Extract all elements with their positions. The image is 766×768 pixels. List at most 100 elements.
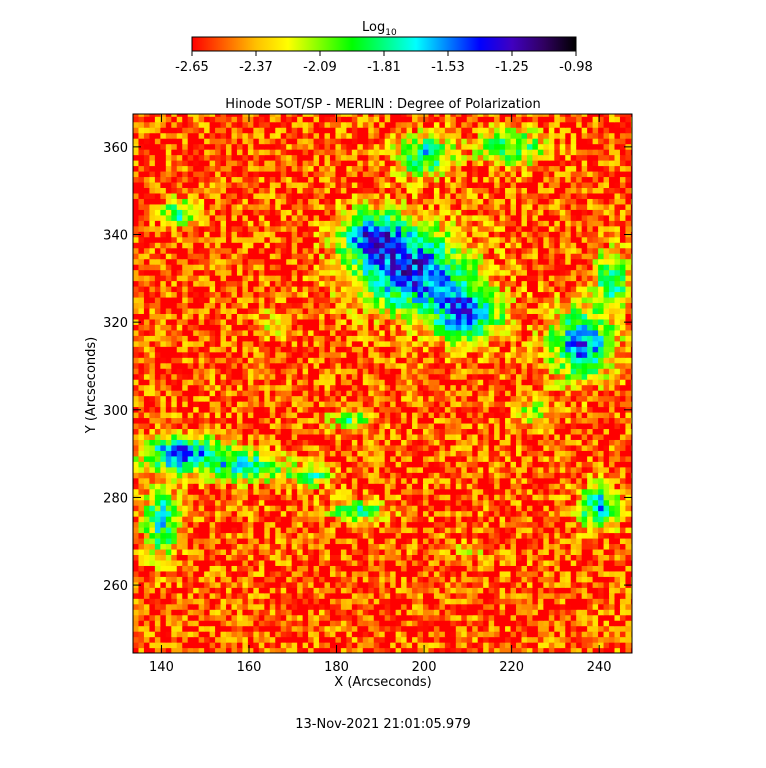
heatmap-cell (154, 477, 161, 484)
heatmap-cell (587, 499, 594, 506)
heatmap-cell (220, 603, 227, 610)
heatmap-cell (329, 384, 337, 391)
heatmap-cell (439, 428, 446, 435)
heatmap-cell (422, 587, 430, 594)
heatmap-cell (297, 631, 304, 638)
heatmap-cell (302, 642, 309, 649)
heatmap-cell (258, 428, 265, 435)
heatmap-cell (565, 488, 572, 495)
heatmap-cell (308, 461, 315, 468)
heatmap-cell (477, 444, 484, 451)
heatmap-cell (335, 483, 342, 490)
heatmap-cell (587, 379, 594, 386)
heatmap-cell (242, 581, 249, 588)
heatmap-cell (565, 466, 572, 473)
heatmap-cell (242, 554, 249, 561)
heatmap-cell (505, 532, 512, 539)
heatmap-cell (466, 565, 473, 572)
heatmap-cell (543, 647, 550, 653)
heatmap-cell (379, 548, 386, 555)
heatmap-cell (138, 609, 145, 616)
heatmap-cell (280, 428, 287, 435)
heatmap-cell (395, 406, 402, 413)
heatmap-cell (543, 384, 550, 391)
heatmap-cell (537, 592, 544, 599)
heatmap-cell (242, 614, 249, 621)
heatmap-cell (526, 603, 534, 610)
heatmap-cell (619, 537, 627, 545)
heatmap-cell (598, 455, 605, 462)
heatmap-cell (269, 494, 276, 501)
heatmap-cell (548, 620, 555, 627)
heatmap-cell (286, 384, 293, 391)
heatmap-cell (308, 444, 315, 451)
heatmap-cell (133, 527, 140, 534)
heatmap-cell (329, 428, 337, 435)
heatmap-cell (543, 537, 550, 545)
heatmap-cell (209, 373, 216, 380)
heatmap-cell (521, 411, 528, 419)
heatmap-cell (346, 494, 353, 501)
heatmap-cell (384, 559, 391, 566)
heatmap-cell (187, 625, 194, 632)
heatmap-cell (302, 472, 309, 479)
heatmap-cell (390, 461, 397, 468)
heatmap-cell (603, 384, 610, 391)
heatmap-cell (603, 576, 610, 583)
heatmap-cell (357, 570, 364, 577)
heatmap-cell (466, 461, 473, 468)
heatmap-cell (357, 390, 364, 397)
heatmap-cell (422, 450, 430, 457)
heatmap-cell (308, 565, 315, 572)
heatmap-cell (444, 401, 451, 408)
heatmap-cell (215, 559, 222, 566)
heatmap-cell (554, 477, 561, 484)
heatmap-cell (308, 521, 315, 528)
heatmap-cell (548, 499, 555, 506)
heatmap-cell (253, 461, 260, 468)
heatmap-cell (422, 428, 430, 435)
heatmap-cell (488, 527, 495, 534)
heatmap-cell (630, 548, 632, 555)
heatmap-cell (182, 609, 189, 616)
heatmap-cell (526, 433, 534, 440)
heatmap-cell (149, 461, 156, 468)
heatmap-cell (461, 439, 468, 446)
heatmap-cell (143, 543, 151, 550)
heatmap-cell (505, 631, 512, 638)
heatmap-cell (160, 433, 167, 440)
heatmap-cell (215, 455, 222, 462)
heatmap-cell (587, 384, 594, 391)
heatmap-cell (384, 379, 391, 386)
heatmap-cell (494, 444, 501, 451)
heatmap-cell (559, 614, 566, 621)
heatmap-cell (236, 417, 244, 424)
heatmap-cell (390, 592, 397, 599)
heatmap-cell (401, 395, 408, 402)
heatmap-cell (258, 527, 265, 534)
heatmap-cell (247, 543, 254, 550)
heatmap-cell (362, 455, 369, 462)
heatmap-cell (226, 554, 233, 561)
heatmap-cell (149, 614, 156, 621)
heatmap-cell (516, 499, 523, 506)
heatmap-cell (286, 362, 293, 369)
heatmap-cell (247, 532, 254, 539)
heatmap-cell (619, 576, 627, 583)
heatmap-cell (581, 576, 588, 583)
heatmap-cell (455, 636, 462, 643)
heatmap-cell (133, 422, 140, 430)
heatmap-cell (286, 390, 293, 397)
heatmap-cell (433, 609, 440, 616)
heatmap-cell (165, 379, 172, 386)
heatmap-cell (412, 472, 419, 479)
heatmap-cell (171, 631, 178, 638)
heatmap-cell (291, 521, 298, 528)
heatmap-cell (357, 472, 364, 479)
heatmap-cell (630, 466, 632, 473)
heatmap-cell (275, 543, 282, 550)
heatmap-cell (275, 598, 282, 605)
heatmap-cell (526, 570, 534, 577)
heatmap-cell (291, 362, 298, 369)
heatmap-cell (395, 587, 402, 594)
